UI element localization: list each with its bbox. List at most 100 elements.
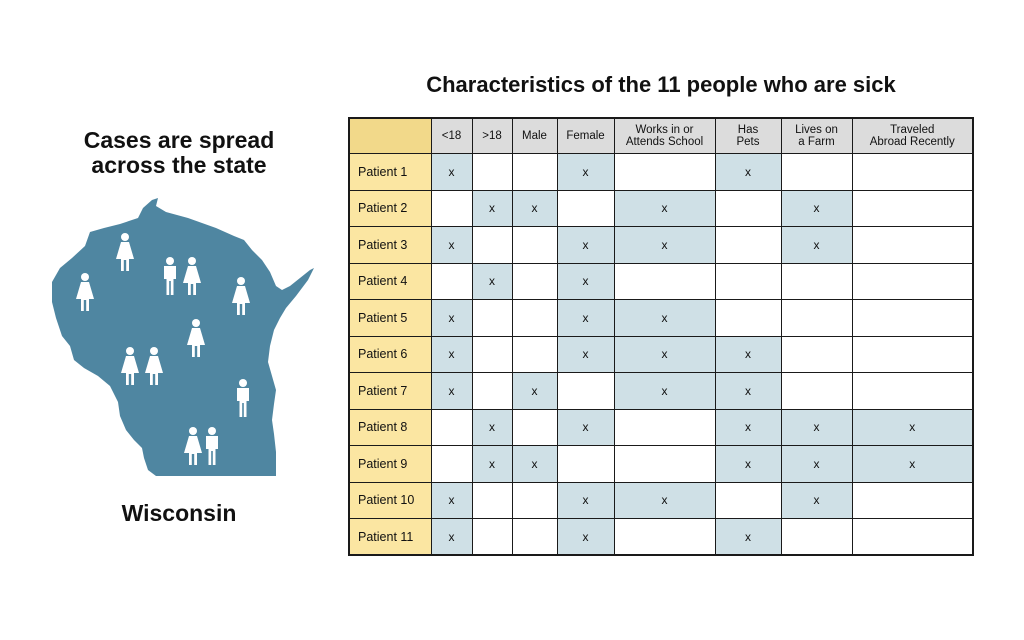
empty-cell	[851, 189, 974, 227]
patient-name-cell: Patient 4	[348, 262, 432, 300]
marked-cell: x	[471, 445, 513, 483]
column-header-text: >18	[482, 130, 502, 142]
marked-cell: x	[613, 335, 716, 373]
marked-cell: x	[430, 226, 473, 264]
empty-cell	[714, 299, 782, 337]
female-person-icon	[145, 347, 163, 385]
empty-cell	[613, 518, 716, 556]
empty-cell	[851, 335, 974, 373]
empty-cell	[851, 372, 974, 410]
empty-cell	[511, 262, 558, 300]
patient-characteristics-table: <18 >18 Male Female Works in or Attends Schoo…	[348, 117, 974, 556]
patient-name-cell: Patient 8	[348, 408, 432, 446]
column-header-text: <18	[441, 130, 462, 142]
marked-cell: x	[613, 226, 716, 264]
empty-cell	[511, 299, 558, 337]
marked-cell: x	[780, 226, 853, 264]
female-person-icon	[183, 257, 201, 295]
column-header-3: Male	[511, 117, 558, 154]
table-row: Patient 11 x x x	[348, 518, 974, 556]
column-header-7: Lives on a Farm	[780, 117, 853, 154]
empty-cell	[430, 262, 473, 300]
column-header-text: Lives on	[795, 124, 838, 136]
column-header-8: Traveled Abroad Recently	[851, 117, 974, 154]
patient-name-cell: Patient 9	[348, 445, 432, 483]
empty-cell	[511, 518, 558, 556]
marked-cell: x	[556, 518, 615, 556]
column-header-text: Abroad Recently	[869, 136, 955, 148]
empty-cell	[714, 189, 782, 227]
empty-cell	[780, 518, 853, 556]
empty-cell	[851, 481, 974, 519]
column-header-text: Attends School	[625, 136, 704, 148]
empty-cell	[851, 153, 974, 191]
female-person-icon	[121, 347, 139, 385]
marked-cell: x	[613, 372, 716, 410]
empty-cell	[556, 189, 615, 227]
column-header-6: Has Pets	[714, 117, 782, 154]
table-header-row: <18 >18 Male Female Works in or Attends Schoo…	[348, 117, 974, 154]
empty-cell	[613, 262, 716, 300]
patient-name-cell: Patient 6	[348, 335, 432, 373]
marked-cell: x	[780, 189, 853, 227]
female-person-icon	[76, 273, 94, 311]
empty-cell	[851, 226, 974, 264]
male-person-icon	[164, 257, 176, 295]
empty-cell	[714, 481, 782, 519]
marked-cell: x	[430, 299, 473, 337]
marked-cell: x	[511, 189, 558, 227]
marked-cell: x	[714, 372, 782, 410]
patient-name-cell: Patient 3	[348, 226, 432, 264]
empty-cell	[511, 408, 558, 446]
wisconsin-map	[48, 190, 320, 480]
column-header-5: Works in or Attends School	[613, 117, 716, 154]
empty-cell	[430, 445, 473, 483]
header-corner-cell	[348, 117, 432, 154]
marked-cell: x	[471, 262, 513, 300]
marked-cell: x	[430, 518, 473, 556]
state-label: Wisconsin	[121, 500, 237, 526]
empty-cell	[613, 153, 716, 191]
marked-cell: x	[780, 445, 853, 483]
table-title: Characteristics of the 11 people who are…	[426, 72, 896, 97]
empty-cell	[780, 299, 853, 337]
empty-cell	[511, 335, 558, 373]
column-header-text: Works in or	[635, 124, 694, 136]
map-heading-line-1: Cases are spread	[83, 127, 275, 153]
marked-cell: x	[471, 189, 513, 227]
column-header-text: Has	[737, 124, 759, 136]
empty-cell	[471, 518, 513, 556]
marked-cell: x	[613, 481, 716, 519]
table-row: Patient 10 x x x x	[348, 481, 974, 519]
column-header-text: a Farm	[798, 136, 835, 148]
column-header-text: Male	[522, 130, 547, 142]
marked-cell: x	[851, 445, 974, 483]
empty-cell	[780, 372, 853, 410]
empty-cell	[511, 226, 558, 264]
table-row: Patient 4 x x	[348, 262, 974, 300]
column-header-text: Traveled	[890, 124, 935, 136]
marked-cell: x	[556, 408, 615, 446]
marked-cell: x	[714, 408, 782, 446]
male-person-icon	[206, 427, 218, 465]
marked-cell: x	[714, 518, 782, 556]
empty-cell	[780, 262, 853, 300]
empty-cell	[471, 153, 513, 191]
marked-cell: x	[714, 445, 782, 483]
empty-cell	[714, 226, 782, 264]
empty-cell	[851, 262, 974, 300]
column-header-1: <18	[430, 117, 473, 154]
empty-cell	[556, 372, 615, 410]
marked-cell: x	[556, 299, 615, 337]
empty-cell	[613, 408, 716, 446]
empty-cell	[471, 372, 513, 410]
empty-cell	[780, 153, 853, 191]
marked-cell: x	[851, 408, 974, 446]
patient-name-cell: Patient 1	[348, 153, 432, 191]
marked-cell: x	[511, 372, 558, 410]
